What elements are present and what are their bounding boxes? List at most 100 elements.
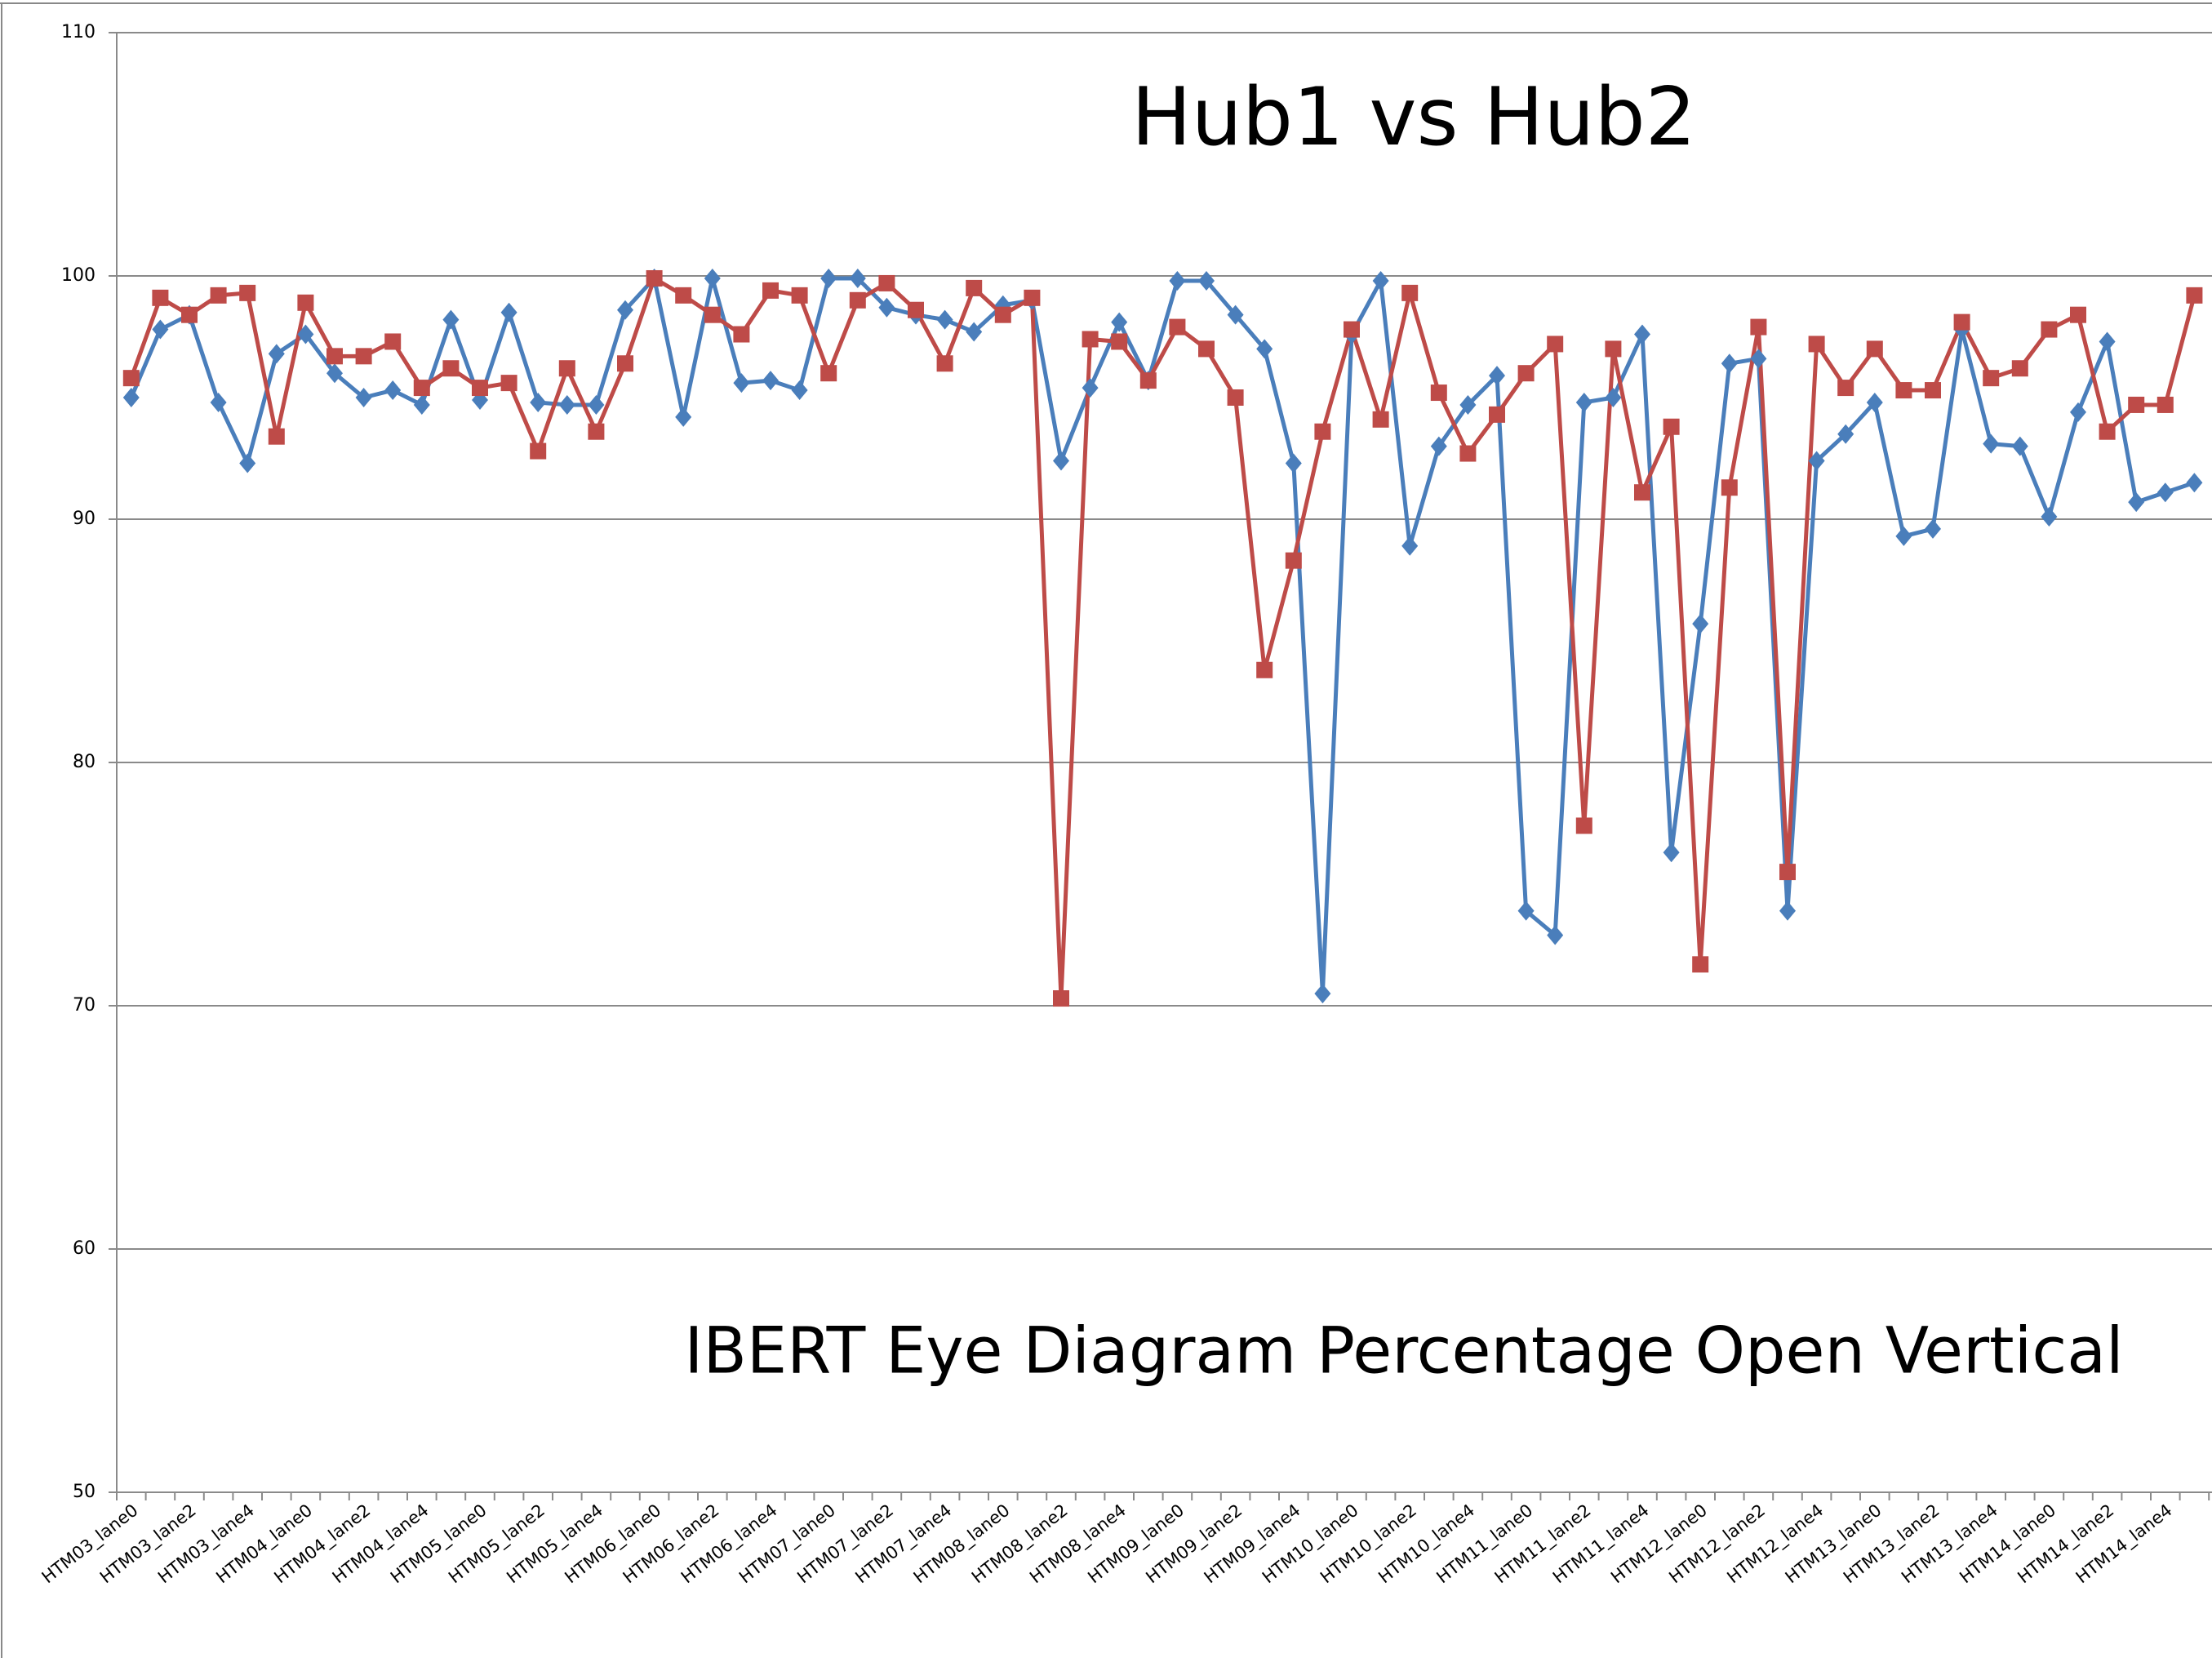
point-marker — [2186, 287, 2203, 304]
point-marker — [1895, 382, 1912, 399]
point-marker — [152, 319, 169, 340]
point-marker — [704, 268, 721, 288]
point-marker — [1372, 411, 1389, 428]
point-marker — [1779, 864, 1796, 881]
point-marker — [1953, 313, 1970, 331]
point-marker — [384, 333, 402, 350]
point-marker — [878, 297, 895, 318]
point-marker — [1401, 536, 1419, 556]
point-marker — [1489, 406, 1505, 423]
point-marker — [1866, 392, 1883, 412]
point-marker — [1285, 552, 1302, 569]
point-marker — [1489, 366, 1505, 386]
point-marker — [1111, 333, 1128, 350]
point-marker — [1547, 336, 1564, 353]
point-marker — [210, 287, 227, 304]
point-marker — [1605, 340, 1622, 358]
point-marker — [733, 326, 750, 343]
point-marker — [849, 268, 866, 288]
point-marker — [1169, 318, 1186, 336]
point-marker — [820, 365, 837, 382]
point-marker — [762, 371, 779, 391]
point-marker — [1605, 388, 1622, 407]
point-marker — [239, 284, 256, 301]
point-marker — [122, 388, 140, 407]
point-marker — [2011, 360, 2028, 377]
point-marker — [558, 360, 575, 377]
chart-subtitle: IBERT Eye Diagram Percentage Open Vertic… — [684, 1314, 2123, 1388]
point-marker — [297, 324, 314, 344]
point-marker — [1779, 900, 1796, 921]
point-marker — [849, 291, 866, 309]
point-marker — [2186, 473, 2203, 493]
point-marker — [442, 360, 460, 377]
point-marker — [268, 344, 285, 364]
point-marker — [1517, 900, 1535, 921]
point-marker — [1053, 451, 1069, 471]
point-marker — [704, 306, 721, 323]
y-tick-label: 110 — [61, 22, 95, 42]
point-marker — [1227, 304, 1244, 325]
point-marker — [1750, 349, 1767, 369]
point-marker — [326, 363, 343, 384]
point-marker — [762, 282, 779, 299]
point-marker — [413, 380, 430, 397]
point-marker — [1314, 423, 1331, 440]
point-marker — [1082, 331, 1099, 348]
point-marker — [791, 287, 808, 304]
point-marker — [1139, 372, 1157, 389]
point-marker — [239, 453, 256, 473]
point-marker — [646, 269, 663, 287]
point-marker — [384, 380, 402, 401]
point-marker — [1634, 484, 1650, 501]
point-marker — [297, 294, 314, 311]
point-marker — [617, 300, 633, 320]
point-marker — [210, 392, 227, 412]
point-marker — [588, 394, 605, 415]
point-marker — [1344, 321, 1360, 338]
point-marker — [1925, 382, 1941, 399]
point-marker — [268, 428, 285, 445]
point-marker — [617, 355, 633, 372]
y-tick-label: 60 — [73, 1238, 95, 1259]
point-marker — [1024, 289, 1041, 306]
point-marker — [1111, 312, 1128, 332]
point-marker — [1663, 842, 1680, 863]
point-marker — [1895, 526, 1912, 546]
point-marker — [820, 268, 837, 288]
point-marker — [1634, 324, 1650, 344]
y-tick-label: 70 — [73, 995, 95, 1016]
point-marker — [1430, 384, 1447, 402]
point-marker — [326, 348, 343, 365]
point-marker — [1169, 270, 1186, 291]
point-marker — [1983, 433, 2000, 454]
point-marker — [413, 394, 430, 415]
point-marker — [791, 380, 808, 401]
point-marker — [2041, 507, 2058, 527]
point-marker — [472, 380, 488, 397]
point-marker — [2128, 396, 2145, 413]
point-marker — [1547, 925, 1564, 945]
point-marker — [1314, 984, 1331, 1004]
point-marker — [1721, 353, 1738, 374]
point-marker — [1401, 284, 1419, 301]
point-marker — [1837, 380, 1854, 397]
point-marker — [1575, 392, 1592, 412]
point-marker — [675, 287, 692, 304]
point-marker — [2070, 402, 2086, 422]
point-marker — [966, 279, 983, 296]
point-marker — [936, 355, 953, 372]
point-marker — [1372, 270, 1389, 291]
point-marker — [1575, 817, 1592, 834]
point-marker — [878, 274, 895, 291]
point-marker — [733, 373, 750, 393]
point-marker — [1808, 451, 1825, 471]
point-marker — [2156, 482, 2174, 503]
point-marker — [1866, 340, 1883, 358]
point-marker — [2128, 492, 2145, 513]
point-marker — [1459, 394, 1477, 415]
point-marker — [1925, 518, 1941, 539]
